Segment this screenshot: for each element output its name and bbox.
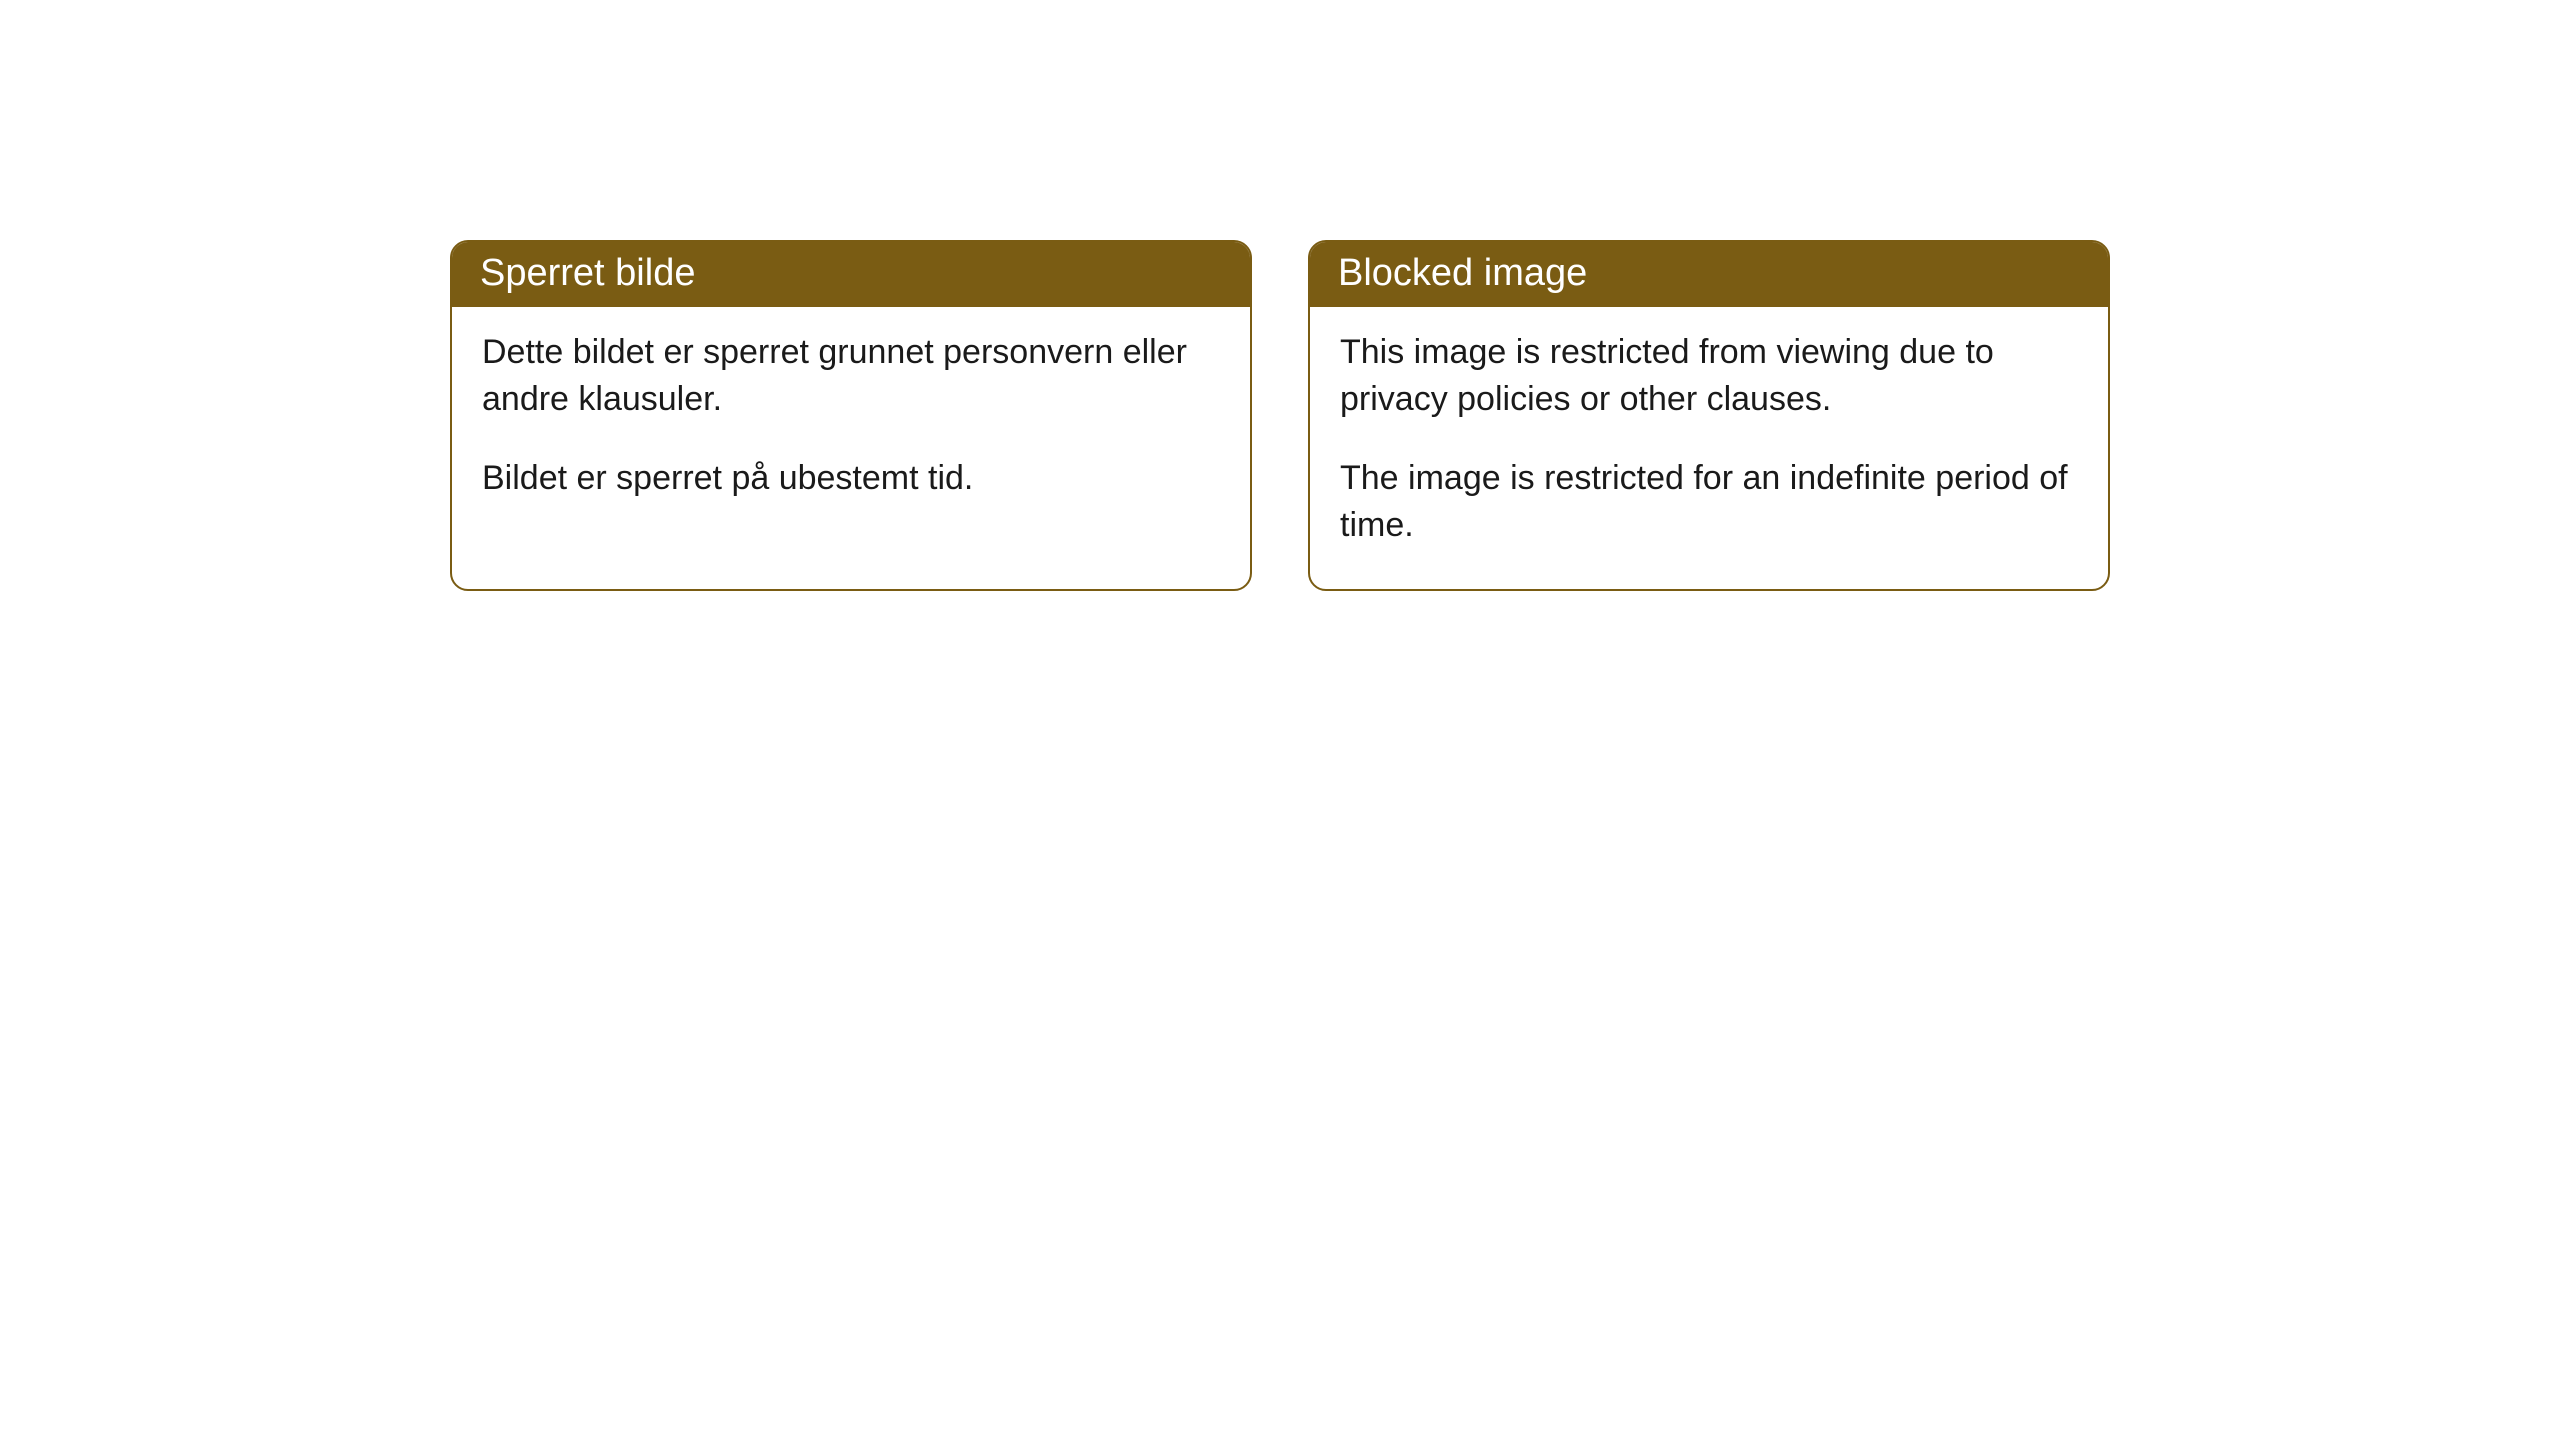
notice-cards-container: Sperret bilde Dette bildet er sperret gr…	[450, 240, 2110, 591]
card-header-norwegian: Sperret bilde	[452, 242, 1250, 307]
notice-paragraph-1: Dette bildet er sperret grunnet personve…	[482, 329, 1220, 423]
notice-paragraph-2: Bildet er sperret på ubestemt tid.	[482, 455, 1220, 502]
card-header-english: Blocked image	[1310, 242, 2108, 307]
card-body-norwegian: Dette bildet er sperret grunnet personve…	[452, 307, 1250, 542]
card-body-english: This image is restricted from viewing du…	[1310, 307, 2108, 589]
notice-card-english: Blocked image This image is restricted f…	[1308, 240, 2110, 591]
notice-card-norwegian: Sperret bilde Dette bildet er sperret gr…	[450, 240, 1252, 591]
notice-paragraph-1: This image is restricted from viewing du…	[1340, 329, 2078, 423]
notice-paragraph-2: The image is restricted for an indefinit…	[1340, 455, 2078, 549]
